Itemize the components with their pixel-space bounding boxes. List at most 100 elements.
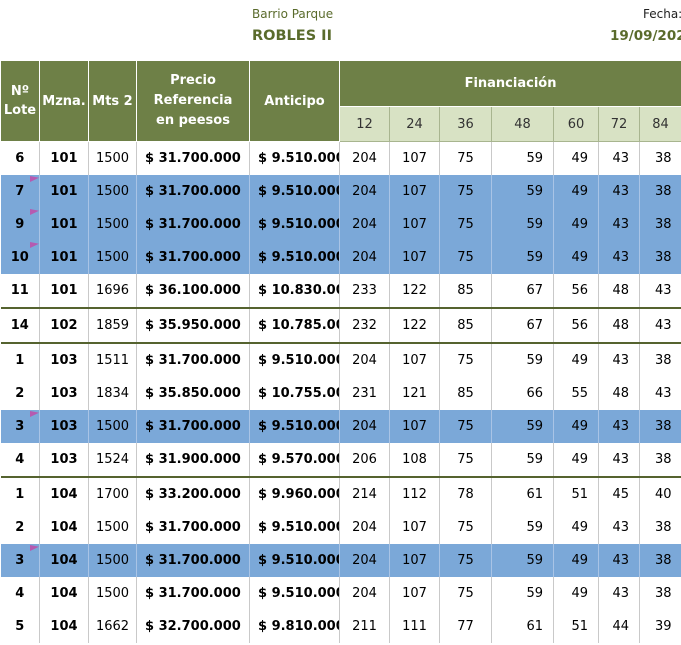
cell-cuota-12: 204 — [339, 410, 390, 443]
cell-cuota-36: 75 — [439, 511, 492, 544]
price-table: Nº Lote Mzna. Mts 2 Precio Referencia en… — [0, 60, 681, 643]
cell-cuota-48: 59 — [491, 342, 554, 377]
cell-cuota-84: 38 — [638, 175, 681, 208]
col-header-months-24[interactable]: 24 — [389, 106, 440, 142]
comment-indicator-icon[interactable] — [30, 242, 39, 248]
cell-cuota-12: 204 — [339, 511, 390, 544]
cell-manzana: 101 — [39, 208, 89, 241]
table-row[interactable]: 1 103 1511 $ 31.700.000 $ 9.510.000 204 107 75 5… — [0, 342, 681, 377]
col-header-months-36[interactable]: 36 — [439, 106, 492, 142]
col-header-manzana[interactable]: Mzna. — [39, 60, 89, 142]
cell-cuota-36: 75 — [439, 342, 492, 377]
cell-cuota-12: 204 — [339, 175, 390, 208]
cell-cuota-60: 49 — [553, 577, 599, 610]
cell-cuota-72: 45 — [598, 476, 640, 511]
table-row[interactable]: 4 103 1524 $ 31.900.000 $ 9.570.000 206 108 75 5… — [1, 443, 681, 477]
cell-anticipo: $ 10.785.000 — [249, 307, 340, 343]
col-header-financiacion[interactable]: Financiación — [338, 60, 681, 107]
cell-cuota-84: 38 — [638, 410, 681, 443]
col-header-metros[interactable]: Mts 2 — [88, 60, 137, 142]
cell-metros: 1500 — [88, 544, 137, 577]
table-row[interactable]: 3 103 1500 $ 31.700.000 $ 9.510.000 204 107 75 5… — [0, 410, 681, 443]
cell-cuota-48: 59 — [491, 544, 554, 577]
col-header-anticipo[interactable]: Anticipo — [249, 60, 340, 142]
cell-cuota-36: 77 — [439, 610, 492, 643]
cell-cuota-24: 107 — [389, 208, 440, 241]
cell-cuota-72: 44 — [598, 610, 640, 643]
cell-manzana: 101 — [39, 241, 89, 274]
cell-cuota-72: 48 — [598, 377, 640, 410]
table-row[interactable]: 7 101 1500 $ 31.700.000 $ 9.510.000 204 107 75 5… — [0, 175, 681, 208]
cell-lote: 1 — [0, 342, 40, 377]
table-row[interactable]: 4 104 1500 $ 31.700.000 $ 9.510.000 204 107 75 5… — [1, 577, 681, 610]
cell-cuota-72: 48 — [598, 274, 640, 308]
col-header-months-48[interactable]: 48 — [491, 106, 554, 142]
cell-metros: 1859 — [88, 307, 137, 343]
cell-metros: 1500 — [88, 241, 137, 274]
cell-manzana: 103 — [39, 342, 89, 377]
table-row[interactable]: 2 104 1500 $ 31.700.000 $ 9.510.000 204 107 75 5… — [1, 511, 681, 544]
col-header-months-12[interactable]: 12 — [339, 106, 390, 142]
cell-metros: 1700 — [88, 476, 137, 511]
comment-indicator-icon[interactable] — [30, 209, 39, 215]
cell-cuota-84: 38 — [638, 511, 681, 544]
cell-cuota-60: 49 — [553, 443, 599, 477]
cell-cuota-36: 75 — [439, 141, 492, 175]
project-title: ROBLES II — [252, 28, 332, 44]
table-row[interactable]: 6 101 1500 $ 31.700.000 $ 9.510.000 204 107 75 5… — [1, 141, 681, 175]
cell-cuota-60: 56 — [553, 307, 599, 343]
table-row[interactable]: 5 104 1662 $ 32.700.000 $ 9.810.000 211 111 77 6… — [1, 610, 681, 643]
cell-manzana: 104 — [39, 511, 89, 544]
cell-anticipo: $ 9.510.000 — [249, 175, 340, 208]
cell-precio: $ 31.700.000 — [136, 241, 250, 274]
cell-cuota-48: 67 — [491, 274, 554, 308]
col-header-months-84[interactable]: 84 — [638, 106, 681, 142]
cell-cuota-72: 48 — [598, 307, 640, 343]
cell-cuota-60: 55 — [553, 377, 599, 410]
cell-lote: 4 — [15, 452, 25, 467]
cell-cuota-24: 107 — [389, 544, 440, 577]
col-header-months-72[interactable]: 72 — [598, 106, 640, 142]
cell-cuota-84: 43 — [638, 377, 681, 410]
table-row[interactable]: 10 101 1500 $ 31.700.000 $ 9.510.000 204 107 75… — [0, 241, 681, 274]
cell-anticipo: $ 9.570.000 — [249, 443, 340, 477]
cell-metros: 1524 — [88, 443, 137, 477]
cell-cuota-12: 231 — [339, 377, 390, 410]
cell-cuota-72: 43 — [598, 175, 640, 208]
cell-cuota-48: 61 — [491, 476, 554, 511]
cell-metros: 1500 — [88, 175, 137, 208]
cell-precio: $ 31.700.000 — [136, 410, 250, 443]
cell-cuota-36: 85 — [439, 377, 492, 410]
cell-precio: $ 31.700.000 — [136, 342, 250, 377]
cell-precio: $ 36.100.000 — [136, 274, 250, 308]
cell-cuota-48: 59 — [491, 208, 554, 241]
col-header-months-60[interactable]: 60 — [553, 106, 599, 142]
cell-cuota-24: 122 — [389, 307, 440, 343]
cell-lote: 5 — [15, 619, 25, 634]
cell-cuota-72: 43 — [598, 342, 640, 377]
table-row[interactable]: 1 104 1700 $ 33.200.000 $ 9.960.000 214 112 78 6… — [0, 476, 681, 511]
table-row[interactable]: 3 104 1500 $ 31.700.000 $ 9.510.000 204 107 75 5… — [0, 544, 681, 577]
cell-cuota-72: 43 — [598, 511, 640, 544]
cell-cuota-36: 75 — [439, 443, 492, 477]
cell-lote: 6 — [15, 151, 25, 166]
col-header-precio[interactable]: Precio Referencia en peesos — [136, 60, 250, 142]
cell-manzana: 104 — [39, 577, 89, 610]
col-header-lote[interactable]: Nº Lote — [0, 60, 40, 142]
date-value: 19/09/2024 — [610, 28, 681, 44]
cell-lote: 2 — [15, 386, 25, 401]
comment-indicator-icon[interactable] — [30, 545, 39, 551]
cell-manzana: 103 — [39, 443, 89, 477]
cell-precio: $ 33.200.000 — [136, 476, 250, 511]
cell-metros: 1662 — [88, 610, 137, 643]
comment-indicator-icon[interactable] — [30, 176, 39, 182]
cell-manzana: 103 — [39, 377, 89, 410]
cell-cuota-60: 49 — [553, 544, 599, 577]
cell-cuota-36: 75 — [439, 410, 492, 443]
comment-indicator-icon[interactable] — [30, 411, 39, 417]
cell-manzana: 104 — [39, 610, 89, 643]
table-row[interactable]: 9 101 1500 $ 31.700.000 $ 9.510.000 204 107 75 5… — [0, 208, 681, 241]
